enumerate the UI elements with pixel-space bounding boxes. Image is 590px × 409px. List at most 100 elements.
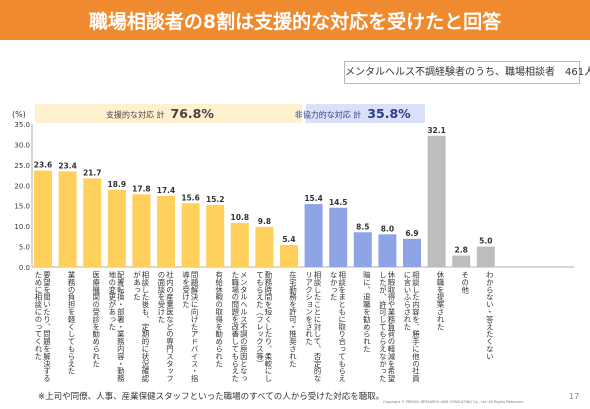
category-label-line: 相談した内容を、勝手に他の社員 <box>411 271 420 384</box>
group-label-supportive: 支援的な対応 計 <box>106 110 165 120</box>
bar-1 <box>34 170 52 267</box>
category-label-line: リアクションをされた <box>304 271 313 345</box>
category-label-line: 有給休暇の取得を勧められた <box>214 271 223 368</box>
bar-11 <box>280 244 298 267</box>
bar-2 <box>58 171 77 267</box>
data-label: 5.0 <box>479 237 492 246</box>
title-bar: 職場相談者の8割は支援的な対応を受けたと回答 <box>0 0 590 40</box>
category-label: 医療機関の受診を勧められた <box>91 271 100 367</box>
category-label-line: 業務の負担を軽くしてもらえた <box>67 271 76 375</box>
y-tick-label: 30.0 <box>14 141 30 149</box>
category-label-line: 配置転換・部署・業務内容・勤務 <box>116 271 125 383</box>
data-label: 23.6 <box>34 161 53 170</box>
group-total-supportive: 76.8% <box>171 106 215 121</box>
bar-18 <box>452 255 471 267</box>
data-label: 10.8 <box>231 213 250 222</box>
category-label-line: に言いふらされた <box>403 271 412 330</box>
bar-10 <box>255 226 274 267</box>
category-label: 社内の産業医などの専門スタッフの面談を受けた <box>157 271 175 383</box>
bar-6 <box>157 195 175 267</box>
category-label-line: メンタルヘルス不調の原因となっ <box>239 271 248 382</box>
category-label-line: 暗に、退職を勧められた <box>362 271 371 353</box>
category-label: メンタルヘルス不調の原因となった職場の問題を改善してもらえた <box>231 271 249 382</box>
bar-16 <box>403 238 421 267</box>
category-label-line: 勤務時間を短くしたり、柔軟にし <box>264 271 273 383</box>
copyright: Copyright © PERSOL RESEARCH AND CONSULTI… <box>383 400 524 404</box>
category-label-line: 在宅勤務を許可・推奨された <box>288 271 297 368</box>
category-label: その他 <box>460 271 469 294</box>
category-label-line: ために相談にのってくれた <box>34 271 43 360</box>
y-tick-label: 5.0 <box>19 244 30 252</box>
y-axis-label: (%) <box>12 110 26 119</box>
data-label: 17.8 <box>132 184 151 193</box>
category-label: 業務の負担を軽くしてもらえた <box>67 271 76 375</box>
y-tick-label: 35.0 <box>14 121 30 129</box>
page-number: 17 <box>569 392 580 401</box>
category-label: 相談したことに対して、否定的なリアクションをされた <box>304 271 322 383</box>
bar-13 <box>329 207 348 267</box>
slide-title: 職場相談者の8割は支援的な対応を受けたと回答 <box>88 11 502 33</box>
group-band-nonsupportive <box>305 104 425 123</box>
data-label: 23.4 <box>58 161 77 170</box>
category-label: 相談した後も、定期的に状況確認があった <box>132 271 150 383</box>
bar-7 <box>181 203 200 267</box>
category-label-line: があった <box>132 271 141 301</box>
category-label-line: したが、許可してもらえなかった <box>378 271 387 382</box>
category-label-line: 相談をまともに取り合ってもらえ <box>337 271 346 383</box>
sample-size-note: メンタルヘルス不調経験者のうち、職場相談者 461人 <box>344 61 590 84</box>
category-label-line: 問題解決に向けたアドバイス・指 <box>190 271 199 383</box>
data-label: 18.9 <box>108 180 127 189</box>
category-label: 要望を聞いたり、問題を解決するために相談にのってくれた <box>34 271 52 382</box>
y-tick-label: 15.0 <box>14 203 30 211</box>
data-label: 15.4 <box>304 194 323 203</box>
y-tick-label: 0.0 <box>19 264 30 272</box>
data-label: 6.9 <box>405 229 418 238</box>
category-label-line: わからない・答えたくない <box>485 271 494 360</box>
category-label-line: 医療機関の受診を勧められた <box>91 271 100 367</box>
category-label-line: 休暇取得や業務負荷の軽減を希望 <box>387 271 396 383</box>
bar-5 <box>132 194 151 267</box>
category-label-line: た職場の問題を改善してもらえた <box>231 271 240 382</box>
category-label-line: の面談を受けた <box>157 271 166 323</box>
data-label: 21.7 <box>83 168 102 177</box>
data-label: 8.5 <box>356 222 369 231</box>
y-tick-label: 10.0 <box>14 223 30 231</box>
category-label: 在宅勤務を許可・推奨された <box>288 271 297 368</box>
data-label: 9.8 <box>258 217 271 226</box>
bar-15 <box>378 234 397 267</box>
category-label-line: 相談した後も、定期的に状況確認 <box>141 271 150 383</box>
category-label: 休職を提案された <box>436 271 445 331</box>
category-label: 勤務時間を短くしたり、柔軟にしてもらえた（フレックス等） <box>255 271 273 383</box>
bar-17 <box>427 135 446 267</box>
category-label-line: 相談したことに対して、否定的な <box>313 271 322 383</box>
data-label: 5.4 <box>282 235 295 244</box>
group-band-supportive <box>35 104 302 123</box>
category-label: 相談をまともに取り合ってもらえなかった <box>329 271 347 383</box>
y-tick-label: 25.0 <box>14 162 30 170</box>
data-label: 15.6 <box>181 193 200 202</box>
data-label: 2.8 <box>455 246 468 255</box>
category-label-line: 要望を聞いたり、問題を解決する <box>42 271 51 382</box>
category-label-line: その他 <box>460 271 469 294</box>
category-label: 配置転換・部署・業務内容・勤務地の変更があった <box>108 271 126 384</box>
data-label: 32.1 <box>427 126 446 135</box>
category-label: 休暇取得や業務負荷の軽減を希望したが、許可してもらえなかった <box>378 271 396 383</box>
data-label: 14.5 <box>329 198 348 207</box>
bar-3 <box>83 178 102 267</box>
data-label: 17.4 <box>157 186 176 195</box>
bar-19 <box>476 246 495 267</box>
y-tick-label: 20.0 <box>14 182 30 190</box>
category-label: 問題解決に向けたアドバイス・指導を受けた <box>181 271 199 384</box>
data-label: 8.0 <box>381 224 394 233</box>
footnote: ※上司や同僚、人事、産業保健スタッフといった職場のすべての人から受けた対応を聴取… <box>38 392 385 402</box>
category-label: 相談した内容を、勝手に他の社員に言いふらされた <box>403 271 421 384</box>
group-label-nonsupportive: 非協力的な対応 計 <box>295 110 362 120</box>
category-label: 有給休暇の取得を勧められた <box>214 271 223 368</box>
category-label-line: 導を受けた <box>181 271 190 309</box>
category-label-line: 地の変更があった <box>108 271 117 331</box>
category-label-line: てもらえた（フレックス等） <box>255 271 264 367</box>
category-label-line: 休職を提案された <box>436 271 445 331</box>
category-label-line: 社内の産業医などの専門スタッフ <box>165 271 174 383</box>
